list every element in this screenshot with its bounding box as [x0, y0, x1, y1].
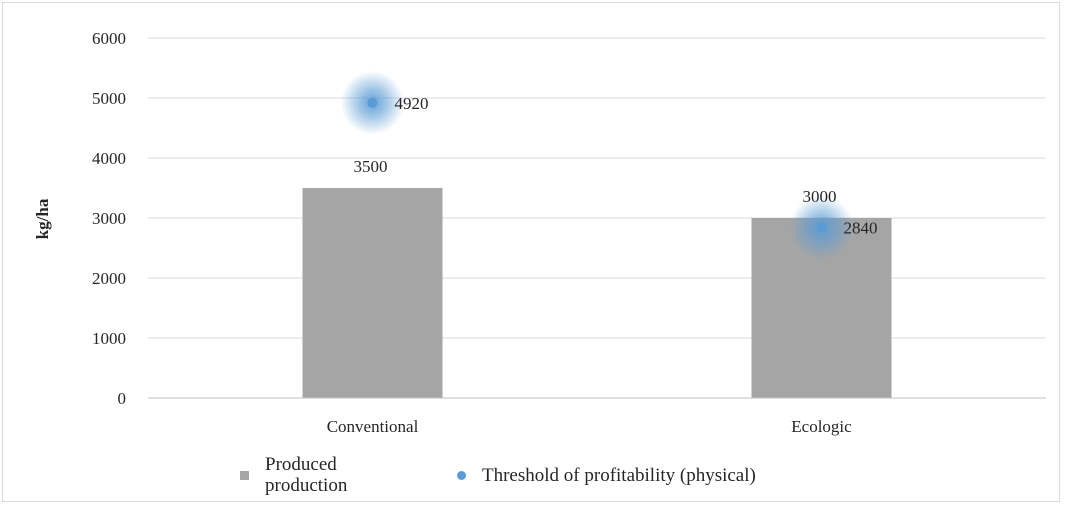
- y-tick-label: 2000: [92, 269, 126, 288]
- y-tick-label: 1000: [92, 329, 126, 348]
- x-tick-label: Conventional: [327, 417, 419, 436]
- y-tick-label: 4000: [92, 149, 126, 168]
- y-tick-label: 3000: [92, 209, 126, 228]
- y-tick-label: 0: [118, 389, 127, 408]
- y-tick-label: 6000: [92, 29, 126, 48]
- marker-data-label: 4920: [395, 94, 429, 113]
- legend-swatch-dot: [457, 470, 466, 480]
- y-tick-label: 5000: [92, 89, 126, 108]
- legend-swatch-bar: [240, 470, 249, 480]
- bar-data-label: 3000: [803, 187, 837, 206]
- bar: [302, 188, 443, 398]
- legend-item-produced-production: Produced production: [240, 454, 375, 496]
- data-labels: 3500 3000 4920 2840: [354, 94, 878, 238]
- legend-label-threshold: Threshold of profitability (physical): [482, 464, 756, 486]
- bar-series: [302, 188, 892, 398]
- legend-label-produced-production: Produced production: [265, 454, 348, 496]
- bar-data-label: 3500: [354, 157, 388, 176]
- y-axis-ticks: 0 1000 2000 3000 4000 5000 6000: [92, 29, 126, 408]
- legend-item-threshold: Threshold of profitability (physical): [457, 465, 756, 486]
- gridlines: [148, 37, 1046, 339]
- legend: Produced production Threshold of profita…: [240, 452, 838, 498]
- x-tick-label: Ecologic: [791, 417, 852, 436]
- marker-series: [340, 70, 854, 260]
- marker-point: [816, 222, 827, 233]
- y-axis-title: kg/ha: [33, 198, 52, 239]
- marker-point: [367, 97, 378, 108]
- x-axis-ticks: Conventional Ecologic: [327, 417, 852, 436]
- marker-data-label: 2840: [844, 219, 878, 238]
